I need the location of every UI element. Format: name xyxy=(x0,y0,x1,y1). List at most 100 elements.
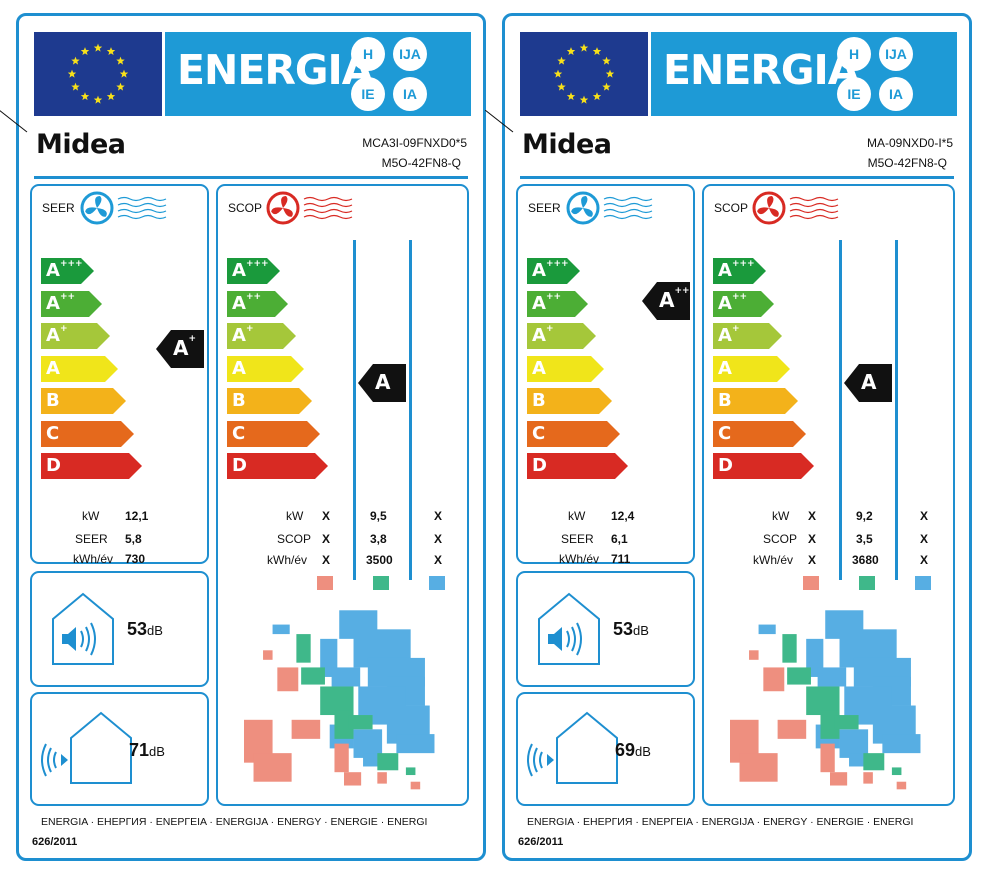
scop-class-arrow: A xyxy=(358,364,406,402)
average-zone-swatch xyxy=(859,576,875,590)
outdoor-noise-panel: 69dB xyxy=(516,692,695,806)
eu-star xyxy=(566,92,576,101)
seer-panel: SEER A+++ A++ A+ A B C D A+ kW 12,1 SEER 5,8 k… xyxy=(30,184,209,566)
map-region xyxy=(253,753,292,782)
cold-value: X xyxy=(434,509,443,523)
brand-name: Midea xyxy=(522,129,612,160)
cooling-fan-icon xyxy=(80,191,167,225)
regulation-number: 626/2011 xyxy=(518,836,564,848)
map-region xyxy=(291,719,321,739)
eu-star xyxy=(71,82,80,91)
model-outdoor: M5O-42FN8-Q xyxy=(867,156,947,170)
regulation-number: 626/2011 xyxy=(32,836,78,848)
map-region xyxy=(344,772,362,786)
eu-flag-icon xyxy=(520,32,648,116)
map-region xyxy=(377,772,387,784)
cooling-fan-icon xyxy=(566,191,653,225)
seer-class-arrow: A+ xyxy=(156,330,204,368)
lang-bubble: H xyxy=(837,37,871,71)
model-indoor: MA-09NXD0-I*5 xyxy=(866,136,953,150)
outdoor-noise-value: 71dB xyxy=(129,740,165,760)
scop-panel: SCOP A+++ A++ A+ A B C D A kW SCOP kWh/év X X … xyxy=(216,184,469,806)
map-region xyxy=(334,743,349,773)
map-region xyxy=(817,667,847,687)
map-region xyxy=(763,667,785,692)
eu-star xyxy=(80,92,90,101)
warm-value: X xyxy=(808,553,817,567)
cold-value: X xyxy=(434,553,443,567)
kw-value: 12,4 xyxy=(611,509,635,523)
eu-star xyxy=(592,47,602,55)
eu-star xyxy=(592,92,602,101)
eu-star xyxy=(106,92,116,101)
map-region xyxy=(787,667,811,685)
avg-value: 3500 xyxy=(366,553,393,567)
eu-star xyxy=(566,47,576,55)
map-region xyxy=(806,686,840,716)
map-region xyxy=(410,781,421,790)
lang-bubble: H xyxy=(351,37,385,71)
row-label: kWh/év xyxy=(267,553,308,567)
pointer-line xyxy=(0,110,28,133)
outdoor-speaker-icon xyxy=(41,711,132,784)
row-label: kW xyxy=(286,509,304,523)
energia-header: ENERGIA H IJA IE IA xyxy=(651,32,957,116)
average-zone-swatch xyxy=(373,576,389,590)
scop-title: SCOP xyxy=(228,201,263,215)
eu-star xyxy=(602,82,611,91)
footer-languages: ENERGIA · ЕНЕРГИЯ · ΕΝΕΡΓΕΙΑ · ENERGIJA … xyxy=(527,816,914,828)
seer-panel: SEER A+++ A++ A+ A B C D A++ kW 12,4 SEER 6,1 … xyxy=(516,184,695,566)
lang-bubble: IJA xyxy=(393,37,427,71)
kw-label: kW xyxy=(568,509,586,523)
eu-flag-icon xyxy=(34,32,162,116)
eu-star xyxy=(557,56,566,65)
row-label: SCOP xyxy=(277,532,312,546)
seer-value: 6,1 xyxy=(611,532,628,546)
row-label: kWh/év xyxy=(753,553,794,567)
map-region xyxy=(301,667,325,685)
zone-divider xyxy=(839,240,842,580)
map-region xyxy=(834,715,859,730)
scop-panel: SCOP A+++ A++ A+ A B C D A kW SCOP kWh/év X X … xyxy=(702,184,955,806)
outdoor-noise-value: 69dB xyxy=(615,740,651,760)
europe-climate-map xyxy=(244,610,435,790)
brand-name: Midea xyxy=(36,129,126,160)
map-region xyxy=(849,753,869,767)
outdoor-speaker-icon xyxy=(527,711,618,784)
map-region xyxy=(348,715,373,730)
avg-value: 9,2 xyxy=(856,509,873,523)
zone-divider xyxy=(895,240,898,580)
map-region xyxy=(377,753,399,771)
brand-logo: Midea xyxy=(522,129,612,160)
seer-label: SEER xyxy=(75,532,108,546)
indoor-speaker-icon xyxy=(538,592,600,665)
eu-star xyxy=(579,95,589,104)
kw-label: kW xyxy=(82,509,100,523)
warm-value: X xyxy=(322,553,331,567)
model-indoor: MCA3I-09FNXD0*5 xyxy=(362,136,467,150)
eu-star xyxy=(93,95,103,104)
seer-class: A+ xyxy=(173,334,197,360)
map-region xyxy=(405,767,416,776)
lang-bubble: IE xyxy=(837,77,871,111)
map-region xyxy=(777,719,807,739)
map-region xyxy=(758,624,776,635)
eu-star xyxy=(93,43,103,52)
map-region xyxy=(882,734,921,754)
cold-value: X xyxy=(920,509,929,523)
zone-divider xyxy=(409,240,412,580)
avg-value: 3680 xyxy=(852,553,879,567)
indoor-noise-value: 53dB xyxy=(613,619,649,639)
pointer-line xyxy=(485,110,514,133)
map-region xyxy=(396,734,435,754)
europe-climate-map xyxy=(730,610,921,790)
map-region xyxy=(263,650,273,660)
cold-zone-swatch xyxy=(915,576,931,590)
cold-value: X xyxy=(434,532,443,546)
energia-title: ENERGIA xyxy=(663,46,860,94)
map-region xyxy=(863,772,873,784)
eu-star xyxy=(106,47,116,55)
lang-bubble: IJA xyxy=(879,37,913,71)
warm-value: X xyxy=(322,532,331,546)
map-region xyxy=(739,753,778,782)
